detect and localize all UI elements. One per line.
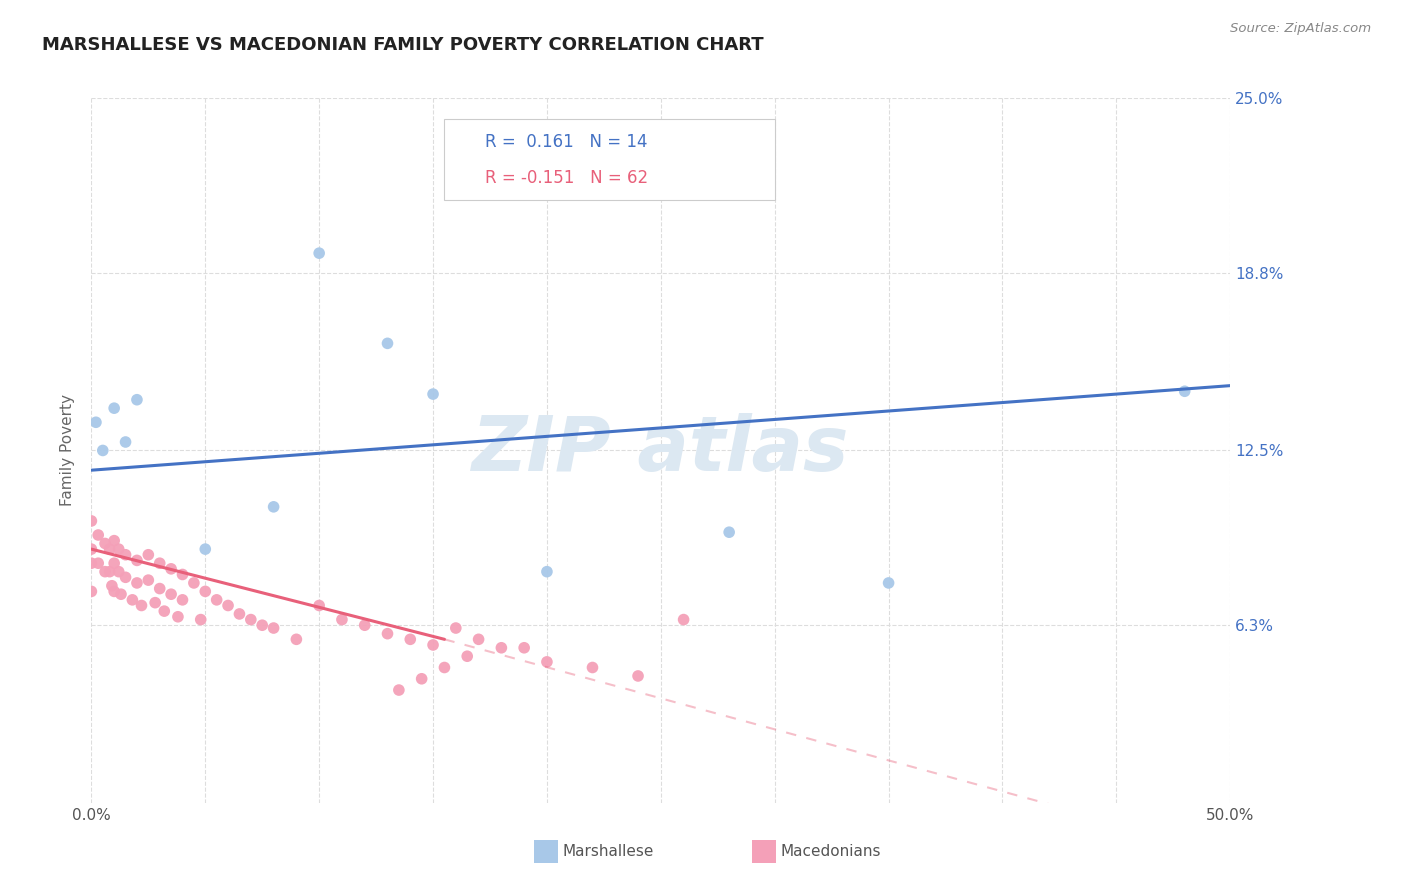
Text: R = -0.151   N = 62: R = -0.151 N = 62 <box>485 169 648 186</box>
Point <box>149 582 172 596</box>
Text: Source: ZipAtlas.com: Source: ZipAtlas.com <box>1230 22 1371 36</box>
Point <box>98 565 121 579</box>
Point <box>672 613 695 627</box>
Point <box>121 592 143 607</box>
Point <box>160 562 183 576</box>
Point <box>101 579 124 593</box>
Point <box>172 592 194 607</box>
Point <box>536 655 558 669</box>
Point <box>285 632 308 647</box>
Text: Macedonians: Macedonians <box>780 845 880 859</box>
Point <box>114 548 136 562</box>
Point <box>131 599 153 613</box>
Point <box>91 443 114 458</box>
Point <box>422 387 444 401</box>
Point <box>1174 384 1197 399</box>
Point <box>627 669 650 683</box>
Point <box>250 618 273 632</box>
Point <box>172 567 194 582</box>
Point <box>190 613 212 627</box>
Point <box>103 533 125 548</box>
Point <box>103 584 125 599</box>
Point <box>308 599 330 613</box>
Point <box>84 415 107 429</box>
Point <box>581 660 603 674</box>
Point <box>80 542 103 557</box>
Point <box>149 556 172 570</box>
Point <box>114 570 136 584</box>
Point <box>167 609 190 624</box>
Point <box>377 336 399 351</box>
Point <box>377 626 399 640</box>
Y-axis label: Family Poverty: Family Poverty <box>60 394 76 507</box>
Point <box>388 683 411 698</box>
Point <box>107 565 129 579</box>
Point <box>138 548 160 562</box>
Text: Marshallese: Marshallese <box>562 845 654 859</box>
Point <box>80 556 103 570</box>
Point <box>107 542 129 557</box>
Point <box>183 576 205 591</box>
Point <box>536 565 558 579</box>
Point <box>353 618 375 632</box>
Point <box>877 576 900 591</box>
Point <box>263 500 285 514</box>
Point <box>87 528 110 542</box>
Point <box>87 556 110 570</box>
Point <box>153 604 176 618</box>
Point <box>194 542 217 557</box>
Point <box>160 587 183 601</box>
Text: ZIP atlas: ZIP atlas <box>472 414 849 487</box>
Point <box>239 613 262 627</box>
Point <box>114 435 136 450</box>
Point <box>125 392 148 407</box>
Point <box>422 638 444 652</box>
Point <box>513 640 536 655</box>
Point <box>143 596 166 610</box>
Point <box>103 401 125 416</box>
Point <box>110 587 132 601</box>
Point <box>80 514 103 528</box>
Point <box>205 592 228 607</box>
Point <box>98 542 121 557</box>
Point <box>491 640 513 655</box>
Point <box>217 599 239 613</box>
Point <box>80 584 103 599</box>
Point <box>194 584 217 599</box>
Point <box>330 613 353 627</box>
Text: MARSHALLESE VS MACEDONIAN FAMILY POVERTY CORRELATION CHART: MARSHALLESE VS MACEDONIAN FAMILY POVERTY… <box>42 36 763 54</box>
Point <box>456 649 478 664</box>
Point <box>308 246 330 260</box>
Point <box>263 621 285 635</box>
Point <box>228 607 250 621</box>
Point <box>138 573 160 587</box>
Point <box>125 576 148 591</box>
Point <box>718 525 741 540</box>
Point <box>433 660 456 674</box>
Text: R =  0.161   N = 14: R = 0.161 N = 14 <box>485 133 648 151</box>
Point <box>94 536 117 550</box>
Point <box>103 556 125 570</box>
Point <box>125 553 148 567</box>
Point <box>444 621 467 635</box>
Point <box>467 632 489 647</box>
Point <box>399 632 422 647</box>
Point <box>411 672 433 686</box>
Point <box>94 565 117 579</box>
